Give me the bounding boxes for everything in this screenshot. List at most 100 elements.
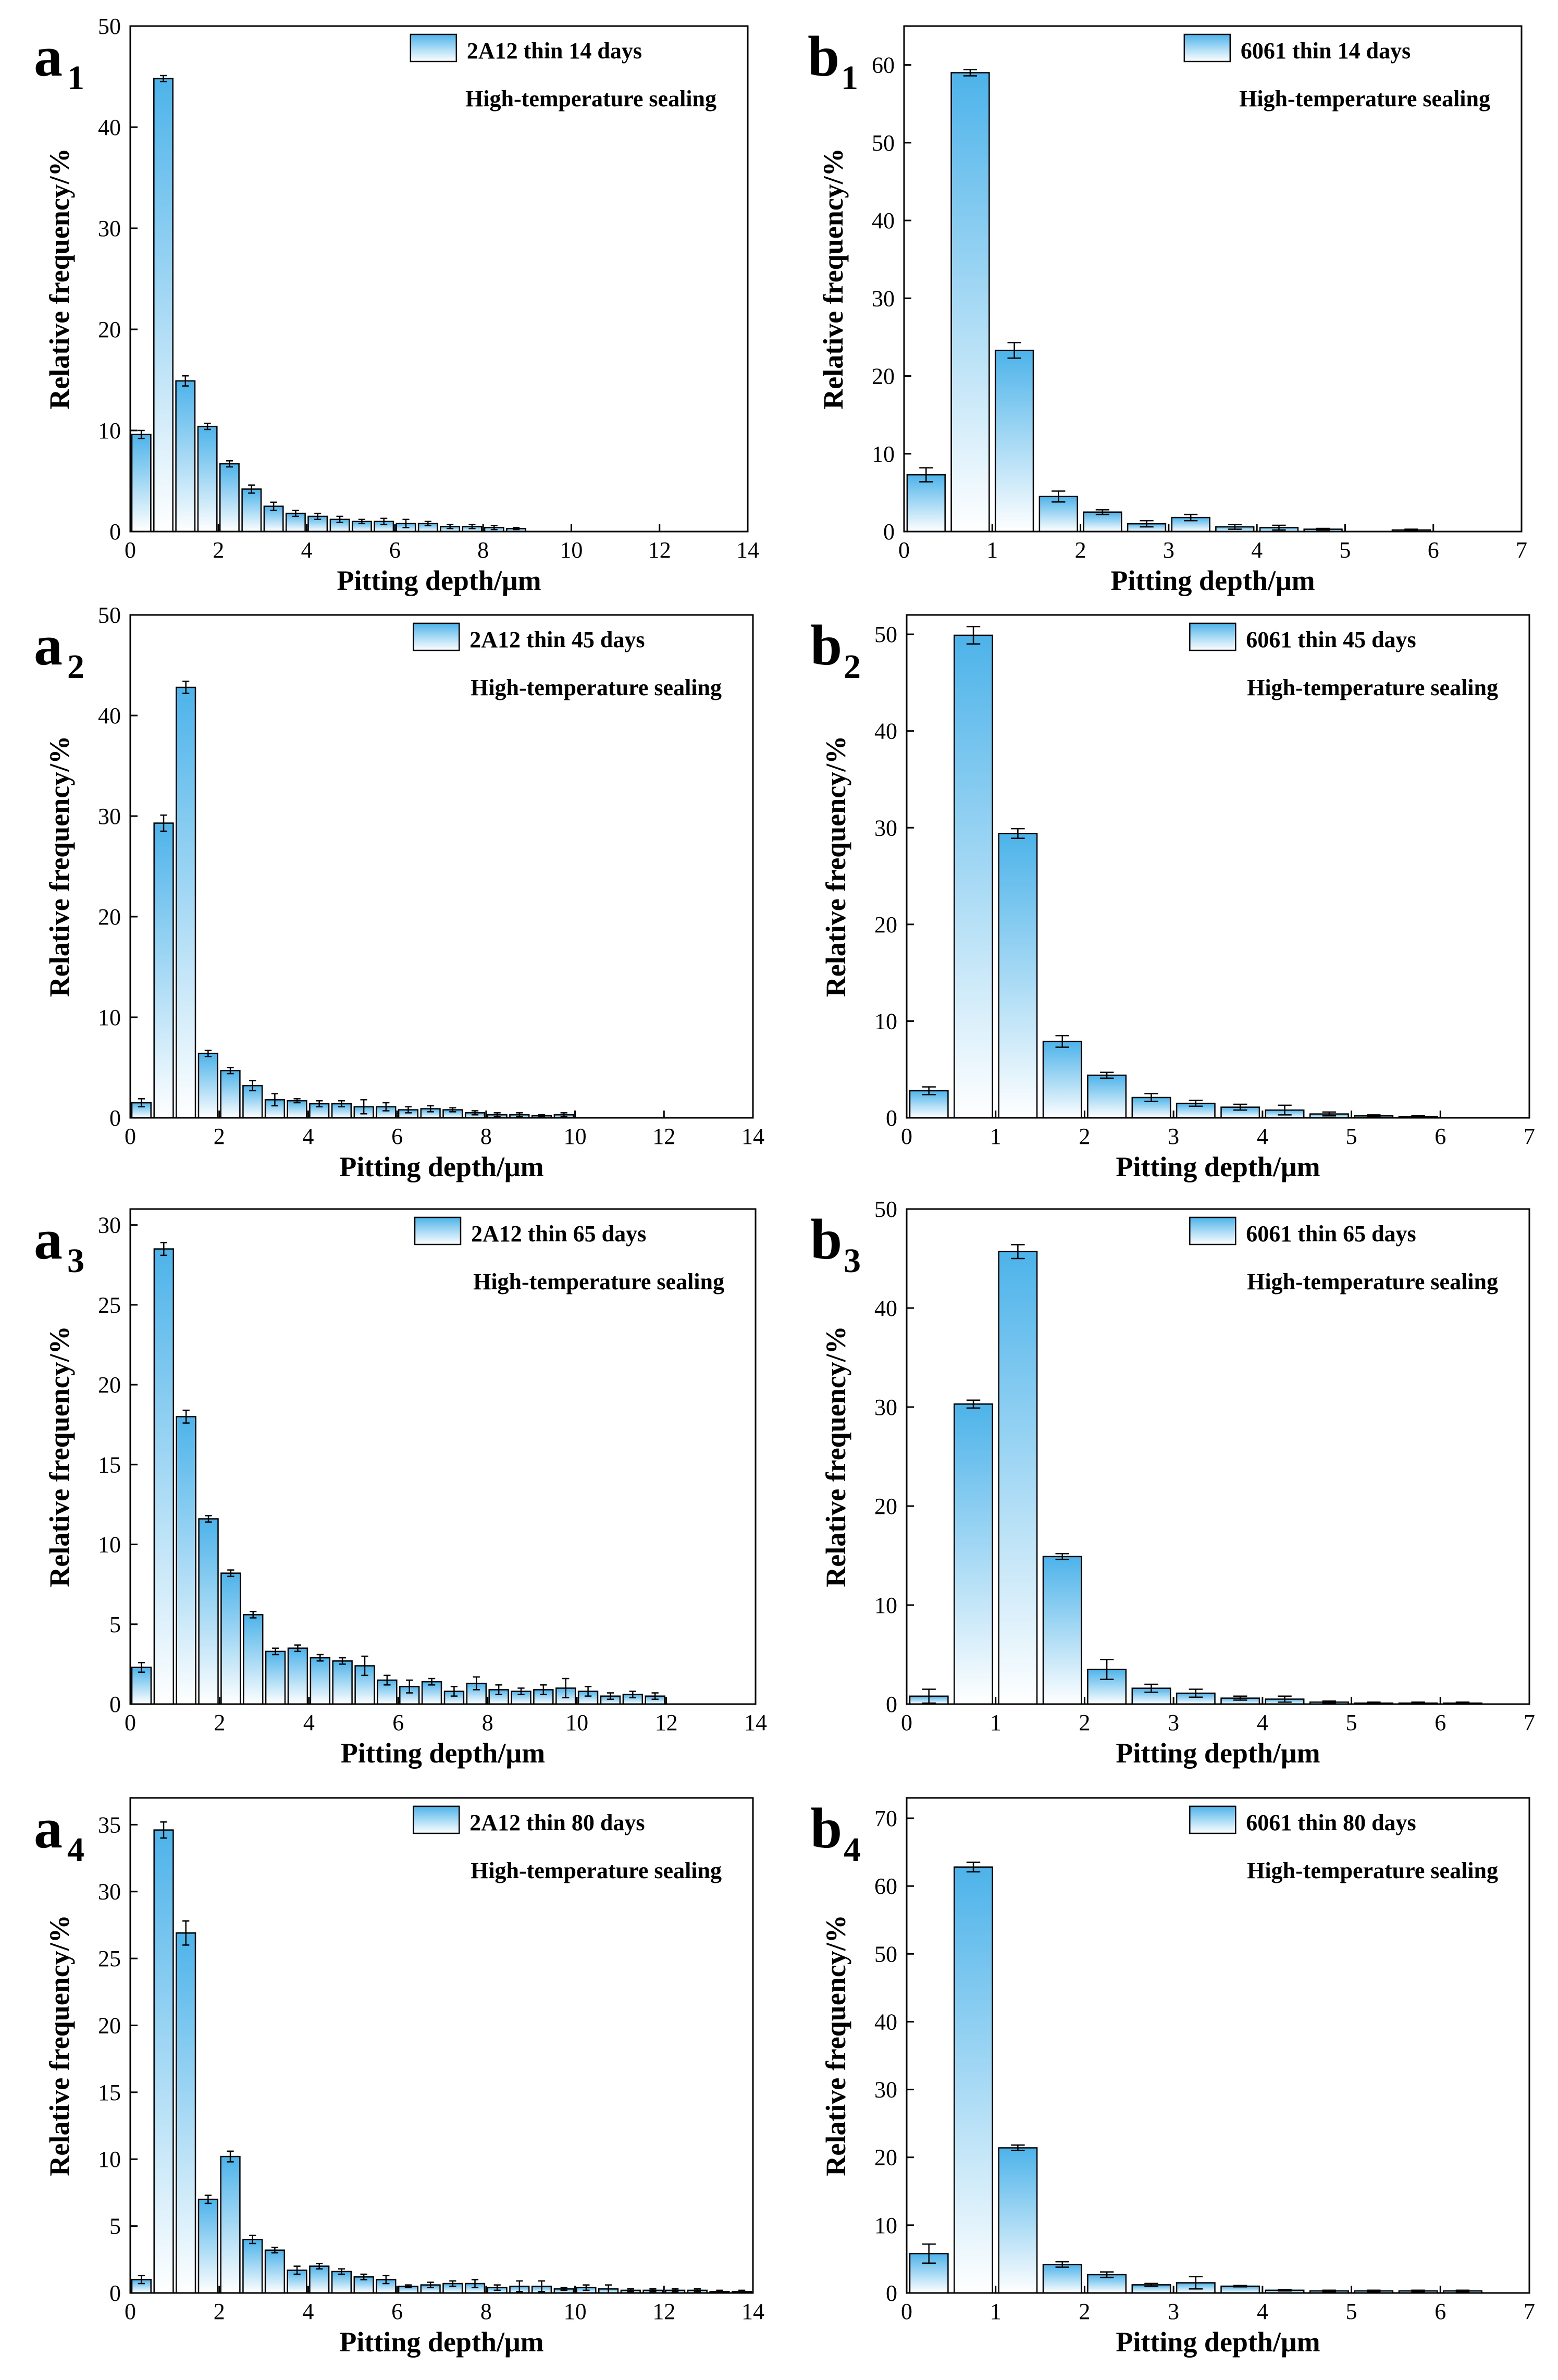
x-axis-title-b4: Pitting depth/μm xyxy=(1116,2326,1320,2358)
error-bar-a1-4 xyxy=(226,460,233,468)
error-bar-b2-7 xyxy=(1233,1103,1247,1111)
x-tick-label-a1-6: 12 xyxy=(648,537,671,563)
y-tick-label-b1-6: 60 xyxy=(872,53,895,78)
x-axis-title-a1: Pitting depth/μm xyxy=(337,565,541,596)
x-tick-label-b1-3: 3 xyxy=(1163,537,1174,563)
panel-label-sub-b1: 1 xyxy=(841,59,858,97)
legend-label-b3: 6061 thin 65 days xyxy=(1246,1221,1416,1247)
error-bar-a2-15 xyxy=(471,1110,479,1116)
x-tick-label-a3-7: 14 xyxy=(744,1710,767,1735)
x-tick-label-b4-7: 7 xyxy=(1524,2299,1535,2324)
x-tick-label-a1-2: 4 xyxy=(301,537,313,563)
bar-b4-3 xyxy=(1042,2264,1082,2294)
y-tick-label-a3-5: 25 xyxy=(98,1292,121,1318)
error-bar-b3-9 xyxy=(1322,1700,1337,1704)
bar-a3-5 xyxy=(243,1614,264,1705)
error-bar-a4-17 xyxy=(516,2280,523,2292)
error-bar-b4-10 xyxy=(1367,2289,1381,2292)
bar-a4-5 xyxy=(242,2239,263,2294)
y-tick-label-b3-0: 0 xyxy=(886,1692,897,1717)
y-tick-label-b4-3: 30 xyxy=(874,2077,897,2103)
error-bar-a3-12 xyxy=(406,1679,413,1694)
panel-label-sub-b3: 3 xyxy=(844,1242,861,1280)
error-bar-a3-16 xyxy=(495,1684,502,1695)
error-bar-b1-9 xyxy=(1316,527,1330,531)
y-tick-label-b4-7: 70 xyxy=(874,1806,897,1831)
x-axis-title-a2: Pitting depth/μm xyxy=(339,1151,543,1182)
error-bar-a4-20 xyxy=(583,2284,590,2291)
error-bar-a4-14 xyxy=(449,2280,456,2287)
error-bar-b2-5 xyxy=(1144,1093,1158,1102)
legend-label-a2: 2A12 thin 45 days xyxy=(469,627,645,652)
x-tick-label-b1-7: 7 xyxy=(1516,537,1527,563)
error-bar-a2-8 xyxy=(316,1100,323,1108)
y-tick-label-b4-2: 20 xyxy=(874,2145,897,2171)
error-bar-a1-0 xyxy=(138,429,145,439)
y-tick-label-b1-2: 20 xyxy=(872,364,895,389)
y-axis-title-b1: Relative frequency/% xyxy=(818,148,849,409)
error-bar-b4-8 xyxy=(1278,2289,1292,2292)
panel-label-b3: b xyxy=(810,1207,842,1271)
annotation-b4: High-temperature sealing xyxy=(1247,1858,1498,1883)
error-bar-a3-22 xyxy=(629,1691,636,1698)
y-axis-title-a2: Relative frequency/% xyxy=(44,736,75,997)
x-tick-label-b1-1: 1 xyxy=(986,537,998,563)
y-tick-label-b3-4: 40 xyxy=(874,1296,897,1321)
x-tick-label-b3-2: 2 xyxy=(1079,1710,1090,1735)
bar-b1-0 xyxy=(906,474,946,533)
x-tick-label-b2-2: 2 xyxy=(1079,1124,1090,1149)
error-bar-a2-1 xyxy=(160,814,167,832)
x-axis-title-b3: Pitting depth/μm xyxy=(1116,1737,1320,1769)
x-tick-label-b1-2: 2 xyxy=(1075,537,1086,563)
error-bar-a1-11 xyxy=(380,517,388,525)
error-bar-a2-18 xyxy=(538,1114,546,1118)
y-tick-label-a3-3: 15 xyxy=(98,1452,121,1477)
legend-swatch-b4 xyxy=(1189,1805,1236,1834)
error-bar-a1-8 xyxy=(314,512,322,520)
panel-label-b2: b xyxy=(810,613,842,677)
error-bar-b4-2 xyxy=(1011,2144,1025,2151)
x-tick-label-a2-4: 8 xyxy=(480,1124,492,1149)
error-bar-b3-5 xyxy=(1144,1683,1158,1693)
x-tick-label-a2-7: 14 xyxy=(741,1124,764,1149)
panel-label-a1: a xyxy=(34,24,63,88)
bar-a3-0 xyxy=(131,1667,152,1705)
x-tick-label-b1-6: 6 xyxy=(1428,537,1439,563)
error-bar-a3-14 xyxy=(450,1686,458,1697)
error-bar-b1-4 xyxy=(1095,509,1109,515)
legend-swatch-b3 xyxy=(1189,1216,1236,1246)
x-tick-label-b4-6: 6 xyxy=(1435,2299,1446,2324)
error-bar-a4-18 xyxy=(538,2280,546,2292)
y-axis-title-a3: Relative frequency/% xyxy=(44,1326,75,1587)
error-bar-b3-0 xyxy=(922,1688,936,1704)
bar-b2-1 xyxy=(954,634,993,1119)
x-tick-label-b4-5: 5 xyxy=(1346,2299,1357,2324)
x-tick-label-a4-5: 10 xyxy=(564,2299,587,2324)
error-bar-a3-17 xyxy=(517,1687,525,1695)
x-tick-label-b2-6: 6 xyxy=(1435,1124,1446,1149)
bar-a3-2 xyxy=(176,1416,196,1705)
error-bar-b4-12 xyxy=(1455,2289,1470,2292)
error-bar-a2-6 xyxy=(271,1093,279,1107)
error-bar-a1-5 xyxy=(248,484,255,494)
bar-a1-0 xyxy=(131,434,152,533)
error-bar-b2-8 xyxy=(1278,1104,1292,1116)
error-bar-b2-0 xyxy=(922,1086,936,1095)
error-bar-b4-5 xyxy=(1144,2283,1158,2287)
y-tick-label-a3-2: 10 xyxy=(98,1532,121,1558)
y-tick-label-b4-1: 10 xyxy=(874,2213,897,2238)
x-tick-label-a2-3: 6 xyxy=(391,1124,403,1149)
x-tick-label-b1-5: 5 xyxy=(1339,537,1351,563)
bar-b2-3 xyxy=(1042,1041,1082,1119)
annotation-a4: High-temperature sealing xyxy=(471,1858,722,1883)
bar-b2-5 xyxy=(1131,1096,1171,1119)
chart-panel-b2: 0 1 2 3 4 5 6 7 0 10 20 30 40 50 Pitting depth/μm Relat… xyxy=(810,613,1535,1182)
bar-a4-2 xyxy=(176,1932,196,2294)
y-tick-label-b2-0: 0 xyxy=(886,1105,897,1131)
y-tick-label-a4-2: 10 xyxy=(98,2147,121,2172)
plot-frame-a3 xyxy=(129,1208,757,1705)
error-bar-b2-2 xyxy=(1011,828,1025,839)
bar-b3-2 xyxy=(998,1251,1038,1705)
error-bar-b2-10 xyxy=(1367,1114,1381,1118)
